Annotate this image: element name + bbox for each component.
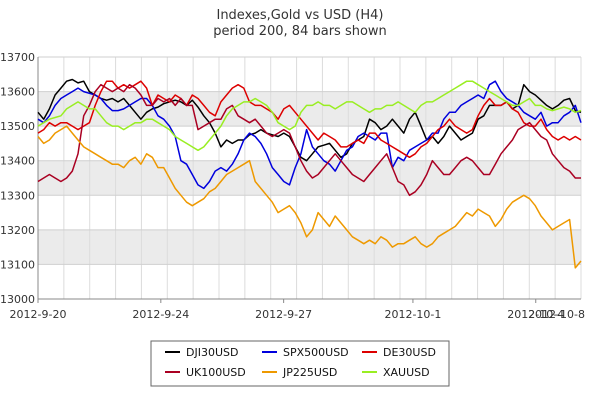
y-tick-label: 13300 [0, 189, 35, 202]
chart-title: Indexes,Gold vs USD (H4) [216, 8, 383, 23]
series-line-jp225usd [37, 125, 582, 269]
plot-band [38, 229, 581, 265]
y-tick-label: 13100 [0, 258, 35, 271]
y-tick-label: 13600 [0, 86, 35, 99]
x-tick-label: 2012-9-24 [132, 308, 189, 321]
x-tick-label: 2012-9-27 [255, 308, 312, 321]
legend-label: XAUUSD [383, 366, 430, 379]
plot-band [38, 195, 581, 230]
y-tick-label: 13400 [0, 155, 35, 168]
x-tick-label: 2012-10-1 [384, 308, 441, 321]
chart-subtitle: period 200, 84 bars shown [213, 24, 387, 39]
y-axis: 13000 13100 13200 13300 13400 13500 13600 13700 [0, 51, 35, 306]
series-line-de30usd [37, 80, 582, 159]
y-tick-label: 13700 [0, 51, 35, 64]
legend-label: SPX500USD [283, 346, 349, 359]
x-tick-label: 2012-10-8 [528, 308, 585, 321]
series-lines [37, 78, 582, 269]
plot-bands [38, 57, 581, 299]
legend-label: DJI30USD [186, 346, 238, 359]
series-line-dji30usd [37, 78, 582, 162]
series-line-spx500usd [37, 80, 582, 190]
x-axis: 2012-9-20 2012-9-24 2012-9-27 2012-10-1 2012… [10, 299, 585, 321]
series-line-xauusd [37, 80, 582, 152]
y-tick-label: 13000 [0, 293, 35, 306]
x-tick-label: 2012-9-20 [10, 308, 67, 321]
plot-band [38, 91, 581, 127]
legend-label: UK100USD [186, 366, 246, 379]
plot-band [38, 264, 581, 299]
legend-label: JP225USD [282, 366, 337, 379]
y-tick-label: 13500 [0, 120, 35, 133]
legend-label: DE30USD [383, 346, 436, 359]
x-tick-label: 2012-10-4 [507, 308, 564, 321]
legend: DJI30USD SPX500USD DE30USD UK100USD JP225USD… [150, 340, 450, 387]
plot-band [38, 160, 581, 196]
legend-box [150, 340, 450, 387]
plot-band [38, 126, 581, 161]
y-tick-label: 13200 [0, 224, 35, 237]
series-line-uk100usd [37, 83, 581, 197]
